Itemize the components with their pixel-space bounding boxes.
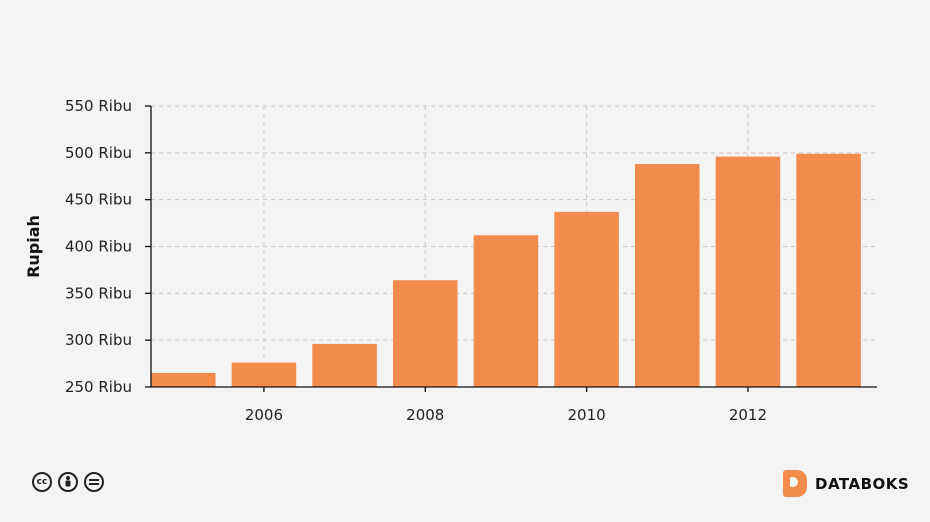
x-tick-label: 2010	[568, 406, 606, 424]
bar-2007	[312, 343, 377, 387]
bar-2009	[473, 235, 539, 387]
y-axis-label: Rupiah	[24, 215, 43, 278]
y-tick-label: 250 Ribu	[65, 378, 132, 396]
databoks-brand[interactable]: DATABOKS	[783, 470, 909, 497]
bar-2010	[554, 211, 619, 387]
x-tick-label: 2008	[406, 406, 444, 424]
y-tick-label: 500 Ribu	[65, 144, 132, 162]
bar-2013	[796, 153, 861, 387]
creative-commons-icon: cc	[32, 472, 52, 492]
x-tick-label: 2006	[245, 406, 283, 424]
databoks-logo-icon	[783, 470, 807, 497]
license-icons: cc	[32, 472, 104, 492]
bar-2005	[151, 372, 216, 387]
x-tick-label: 2012	[729, 406, 767, 424]
y-tick-label: 550 Ribu	[65, 97, 132, 115]
bar-2006	[231, 362, 297, 387]
bar-2008	[393, 280, 458, 387]
no-derivatives-icon	[84, 472, 104, 492]
y-tick-label: 400 Ribu	[65, 238, 132, 256]
y-tick-label: 350 Ribu	[65, 284, 132, 302]
y-tick-label: 450 Ribu	[65, 191, 132, 209]
bar-2012	[715, 156, 781, 387]
y-tick-label: 300 Ribu	[65, 331, 132, 349]
attribution-icon	[58, 472, 78, 492]
bar-2011	[635, 164, 700, 387]
brand-name: DATABOKS	[815, 474, 910, 493]
